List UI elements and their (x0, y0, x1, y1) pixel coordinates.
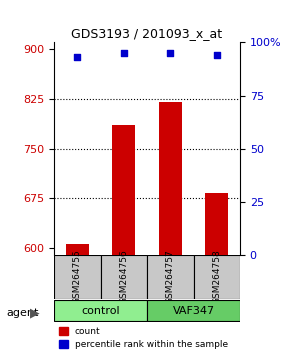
Bar (66, 244, 89, 255)
Bar (205, 193, 228, 255)
Text: GSM264755: GSM264755 (73, 250, 82, 304)
Title: GDS3193 / 201093_x_at: GDS3193 / 201093_x_at (71, 27, 223, 40)
Text: GSM264757: GSM264757 (166, 250, 175, 304)
FancyBboxPatch shape (54, 300, 147, 321)
Bar (159, 102, 182, 255)
Bar (112, 125, 135, 255)
Point (214, 52, 219, 58)
Text: control: control (81, 306, 120, 316)
Point (75, 55, 80, 60)
Text: agent: agent (6, 308, 38, 318)
FancyBboxPatch shape (147, 255, 194, 299)
Point (168, 50, 173, 56)
FancyBboxPatch shape (194, 255, 240, 299)
FancyBboxPatch shape (54, 255, 100, 299)
FancyBboxPatch shape (147, 300, 240, 321)
Point (121, 50, 126, 56)
Legend: count, percentile rank within the sample: count, percentile rank within the sample (58, 327, 228, 349)
FancyBboxPatch shape (100, 255, 147, 299)
Text: ▶: ▶ (30, 307, 40, 320)
Text: GSM264756: GSM264756 (119, 250, 128, 304)
Text: GSM264758: GSM264758 (212, 250, 221, 304)
Text: VAF347: VAF347 (172, 306, 214, 316)
